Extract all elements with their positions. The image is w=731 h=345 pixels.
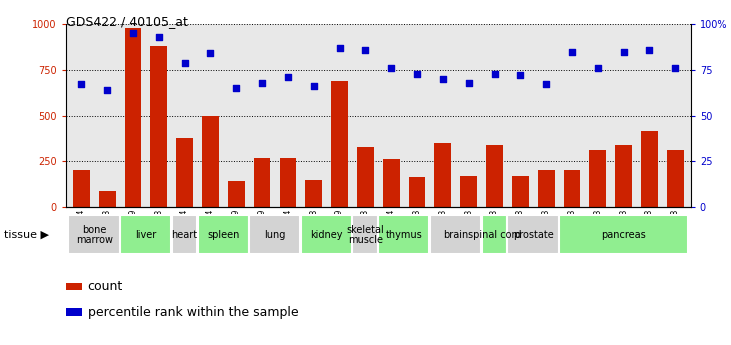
Bar	[357, 147, 374, 207]
Text: heart: heart	[172, 230, 197, 239]
Point	[230, 85, 242, 91]
FancyBboxPatch shape	[172, 215, 197, 255]
FancyBboxPatch shape	[379, 215, 429, 255]
Text: percentile rank within the sample: percentile rank within the sample	[88, 306, 298, 319]
Text: tissue ▶: tissue ▶	[4, 230, 49, 239]
Point	[515, 72, 526, 78]
Text: kidney: kidney	[311, 230, 343, 239]
Bar	[306, 179, 322, 207]
Point	[463, 80, 474, 86]
Bar	[383, 159, 400, 207]
Bar	[564, 170, 580, 207]
Point	[540, 82, 552, 87]
FancyBboxPatch shape	[352, 215, 378, 255]
Bar	[434, 143, 451, 207]
Point	[257, 80, 268, 86]
Bar	[512, 176, 529, 207]
FancyBboxPatch shape	[301, 215, 352, 255]
Point	[205, 51, 216, 56]
FancyBboxPatch shape	[120, 215, 171, 255]
FancyBboxPatch shape	[482, 215, 507, 255]
Bar	[486, 145, 503, 207]
Point	[411, 71, 423, 76]
Point	[334, 45, 346, 51]
Point	[592, 65, 604, 71]
Text: lung: lung	[265, 230, 286, 239]
Point	[566, 49, 577, 54]
Text: GDS422 / 40105_at: GDS422 / 40105_at	[66, 16, 188, 29]
Text: thymus: thymus	[386, 230, 423, 239]
Bar	[73, 170, 90, 207]
FancyBboxPatch shape	[69, 215, 119, 255]
Point	[102, 87, 113, 93]
Point	[75, 82, 87, 87]
Bar	[202, 116, 219, 207]
Bar	[279, 158, 296, 207]
Point	[127, 31, 139, 36]
Bar	[176, 138, 193, 207]
Text: pancreas: pancreas	[602, 230, 646, 239]
Bar	[99, 190, 115, 207]
Bar	[589, 150, 606, 207]
Bar	[331, 81, 348, 207]
Bar	[616, 145, 632, 207]
Bar	[409, 177, 425, 207]
Text: liver: liver	[135, 230, 156, 239]
Point	[360, 47, 371, 52]
Point	[282, 75, 294, 80]
Text: prostate: prostate	[513, 230, 553, 239]
Point	[618, 49, 629, 54]
Point	[179, 60, 191, 65]
Text: brain: brain	[443, 230, 469, 239]
FancyBboxPatch shape	[430, 215, 481, 255]
FancyBboxPatch shape	[559, 215, 688, 255]
Point	[670, 65, 681, 71]
Point	[153, 34, 164, 40]
FancyBboxPatch shape	[507, 215, 558, 255]
Bar	[151, 46, 167, 207]
Point	[385, 65, 397, 71]
Bar	[124, 28, 141, 207]
Text: spleen: spleen	[207, 230, 240, 239]
Text: spinal cord: spinal cord	[468, 230, 521, 239]
Bar	[667, 150, 683, 207]
Point	[488, 71, 500, 76]
Bar	[228, 181, 245, 207]
Text: bone
marrow: bone marrow	[76, 225, 113, 245]
FancyBboxPatch shape	[197, 215, 249, 255]
Point	[643, 47, 655, 52]
Point	[437, 76, 449, 82]
Bar	[538, 170, 555, 207]
Bar	[254, 158, 270, 207]
Text: skeletal
muscle: skeletal muscle	[346, 225, 385, 245]
Point	[308, 83, 319, 89]
Bar	[641, 131, 658, 207]
Bar	[461, 176, 477, 207]
FancyBboxPatch shape	[249, 215, 300, 255]
Text: count: count	[88, 280, 123, 293]
